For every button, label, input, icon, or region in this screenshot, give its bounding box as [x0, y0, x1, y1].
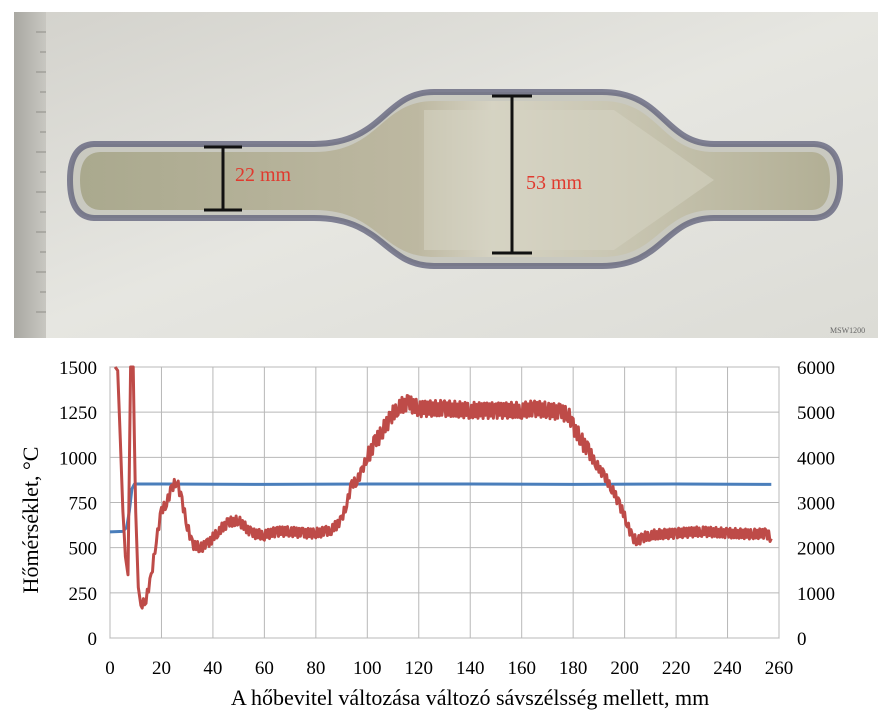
y2-tick-label: 6000	[797, 358, 835, 379]
y2-tick-label: 4000	[797, 448, 835, 469]
x-tick-label: 60	[255, 658, 274, 679]
series-line-right-axis	[109, 482, 772, 534]
dimension-line-wide	[492, 94, 532, 255]
y-tick-label: 1500	[59, 358, 97, 379]
x-tick-label: 40	[203, 658, 222, 679]
x-tick-label: 160	[507, 658, 536, 679]
y-tick-label: 1250	[59, 403, 97, 424]
weld-sample-photo: 22 mm 53 mm MSW1200	[14, 12, 878, 338]
narrow-width-label: 22 mm	[235, 164, 292, 186]
y-tick-label: 250	[69, 584, 98, 605]
x-tick-label: 120	[405, 658, 434, 679]
x-tick-label: 20	[152, 658, 171, 679]
x-tick-label: 0	[105, 658, 115, 679]
y2-tick-label: 0	[797, 629, 807, 650]
y2-tick-label: 5000	[797, 403, 835, 424]
wide-width-label: 53 mm	[526, 172, 583, 194]
y2-tick-label: 1000	[797, 584, 835, 605]
y-tick-label: 1000	[59, 448, 97, 469]
x-tick-label: 200	[610, 658, 639, 679]
x-tick-label: 240	[713, 658, 742, 679]
weld-center-patch	[424, 110, 714, 250]
x-tick-label: 80	[306, 658, 325, 679]
y2-tick-label: 2000	[797, 539, 835, 560]
axes: 0 20 40 60 80 100 120 140 160 180 200 220 240 2600250…	[59, 358, 835, 679]
dimension-line-narrow	[204, 145, 242, 212]
series-layer	[109, 365, 773, 610]
x-tick-label: 180	[559, 658, 588, 679]
x-tick-label: 100	[353, 658, 382, 679]
y-axis-title: Hőmérséklet, °C	[18, 447, 43, 594]
ruler-ticks	[36, 31, 46, 313]
x-tick-label: 220	[662, 658, 691, 679]
watermark: MSW1200	[830, 326, 865, 335]
temperature-chart: 0 20 40 60 80 100 120 140 160 180 200 220 240 2600250…	[18, 358, 835, 710]
x-tick-label: 260	[765, 658, 794, 679]
y-tick-label: 0	[88, 629, 98, 650]
ruler-strip	[14, 12, 46, 338]
y2-tick-label: 3000	[797, 494, 835, 515]
series-line-temperature	[113, 365, 773, 610]
y-tick-label: 500	[69, 539, 98, 560]
y-tick-label: 750	[69, 494, 98, 515]
x-axis-title: A hőbevitel változása változó sávszélssé…	[231, 685, 709, 710]
x-tick-label: 140	[456, 658, 485, 679]
